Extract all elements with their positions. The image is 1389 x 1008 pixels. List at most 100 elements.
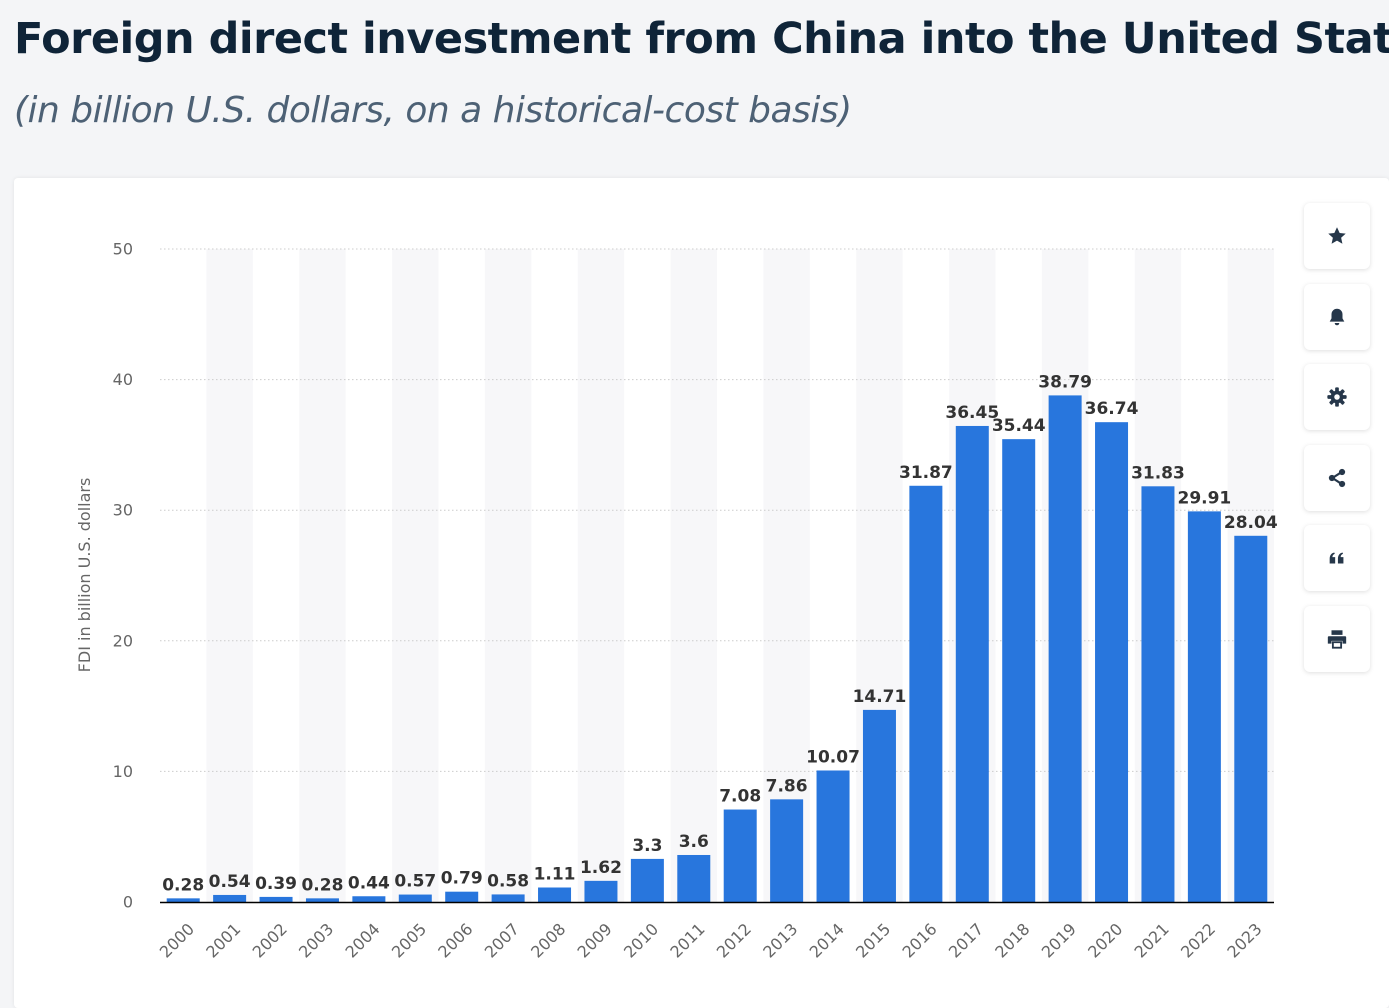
star-icon: [1328, 227, 1346, 244]
value-label: 0.54: [209, 872, 251, 892]
settings-button[interactable]: [1304, 364, 1370, 430]
column-band: [392, 249, 439, 902]
column-band: [299, 249, 346, 902]
column-band: [484, 249, 532, 902]
x-tick-label: 2010: [620, 919, 662, 961]
y-tick-label: 30: [113, 501, 133, 520]
value-label: 0.28: [301, 875, 343, 895]
x-tick-label: 2020: [1084, 919, 1126, 961]
x-tick-label: 2018: [991, 919, 1033, 961]
value-label: 1.62: [580, 858, 622, 878]
quote-icon: [1329, 552, 1344, 564]
bars: [166, 395, 1268, 902]
bar: [213, 894, 247, 902]
value-label: 0.79: [441, 869, 483, 889]
bell-icon: [1329, 308, 1345, 325]
print-button[interactable]: [1304, 605, 1370, 672]
bar: [1187, 511, 1221, 902]
tool-rail: [1304, 203, 1370, 686]
bar: [630, 858, 664, 902]
bar: [584, 880, 618, 902]
x-tick-label: 2015: [852, 919, 894, 961]
y-tick-label: 0: [123, 893, 133, 912]
bar: [398, 894, 432, 902]
value-label: 7.08: [719, 787, 761, 807]
value-label: 3.6: [679, 832, 709, 852]
favorite-button[interactable]: [1304, 203, 1370, 269]
bar: [862, 709, 896, 902]
bar: [677, 854, 711, 902]
y-tick-label: 20: [113, 631, 133, 650]
value-label: 10.07: [806, 747, 860, 767]
bar: [166, 898, 200, 902]
bar: [1234, 535, 1268, 902]
value-label: 14.71: [853, 687, 907, 707]
bar: [259, 896, 293, 902]
x-tick-label: 2007: [481, 919, 523, 961]
x-tick-label: 2012: [713, 919, 755, 961]
x-tick-label: 2022: [1177, 919, 1219, 961]
gear-icon: [1327, 387, 1347, 407]
bar: [770, 799, 804, 902]
bar: [1048, 395, 1082, 902]
x-tick-label: 2019: [1038, 919, 1080, 961]
y-tick-label: 40: [113, 370, 133, 389]
column-band: [670, 249, 717, 902]
page-subtitle: (in billion U.S. dollars, on a historica…: [14, 90, 852, 131]
value-label: 0.57: [394, 872, 436, 892]
value-label: 7.86: [766, 776, 808, 796]
value-labels: 0.28 0.54 0.39 0.28 0.44 0.57 0.79 0.58 1.11 1.62…: [162, 372, 1278, 895]
bar: [1095, 422, 1129, 902]
x-tick-label: 2002: [249, 919, 291, 961]
x-tick-label: 2004: [341, 919, 383, 961]
bar: [445, 891, 479, 902]
x-tick-label: 2016: [898, 919, 940, 961]
y-axis-ticks: 0 10 20 30 40 50: [113, 240, 133, 912]
bar: [1002, 439, 1036, 902]
x-tick-label: 2000: [156, 919, 198, 961]
x-tick-label: 2009: [574, 919, 616, 961]
value-label: 35.44: [992, 416, 1046, 436]
x-tick-label: 2001: [202, 919, 244, 961]
bar: [909, 485, 943, 902]
value-label: 31.83: [1131, 463, 1185, 483]
x-tick-label: 2014: [806, 919, 848, 961]
x-tick-label: 2017: [945, 919, 987, 961]
value-label: 36.74: [1085, 399, 1139, 419]
column-band: [206, 249, 253, 902]
bar: [538, 887, 572, 902]
x-tick-label: 2006: [434, 919, 476, 961]
column-band: [577, 249, 625, 902]
value-label: 38.79: [1038, 372, 1092, 392]
value-label: 0.28: [162, 875, 204, 895]
value-label: 28.04: [1224, 513, 1278, 533]
y-tick-label: 10: [113, 762, 133, 781]
value-label: 36.45: [945, 403, 999, 423]
grid-lines: [160, 248, 1274, 772]
bar: [816, 770, 850, 902]
bar: [491, 894, 525, 902]
x-tick-label: 2003: [295, 919, 337, 961]
bar: [1141, 486, 1175, 902]
value-label: 3.3: [632, 836, 662, 856]
x-axis-ticks: 2000 2001 2002 2003 2004 2005 2006 2007 2008 2009…: [156, 919, 1266, 961]
y-tick-label: 50: [113, 240, 133, 259]
cite-button[interactable]: [1304, 525, 1370, 591]
y-axis-label: FDI in billion U.S. dollars: [75, 478, 94, 673]
value-label: 31.87: [899, 463, 953, 483]
value-label: 0.58: [487, 871, 529, 891]
page-title: Foreign direct investment from China int…: [14, 14, 1389, 64]
share-button[interactable]: [1304, 444, 1370, 511]
x-tick-label: 2021: [1131, 919, 1173, 961]
value-label: 0.39: [255, 874, 297, 894]
bar: [955, 425, 989, 902]
notification-button[interactable]: [1304, 283, 1370, 350]
bar: [352, 896, 386, 902]
bar: [723, 809, 757, 902]
value-label: 29.91: [1177, 488, 1231, 508]
column-band: [763, 249, 810, 902]
x-tick-label: 2023: [1223, 919, 1265, 961]
value-label: 0.44: [348, 873, 390, 893]
value-label: 1.11: [534, 865, 576, 885]
